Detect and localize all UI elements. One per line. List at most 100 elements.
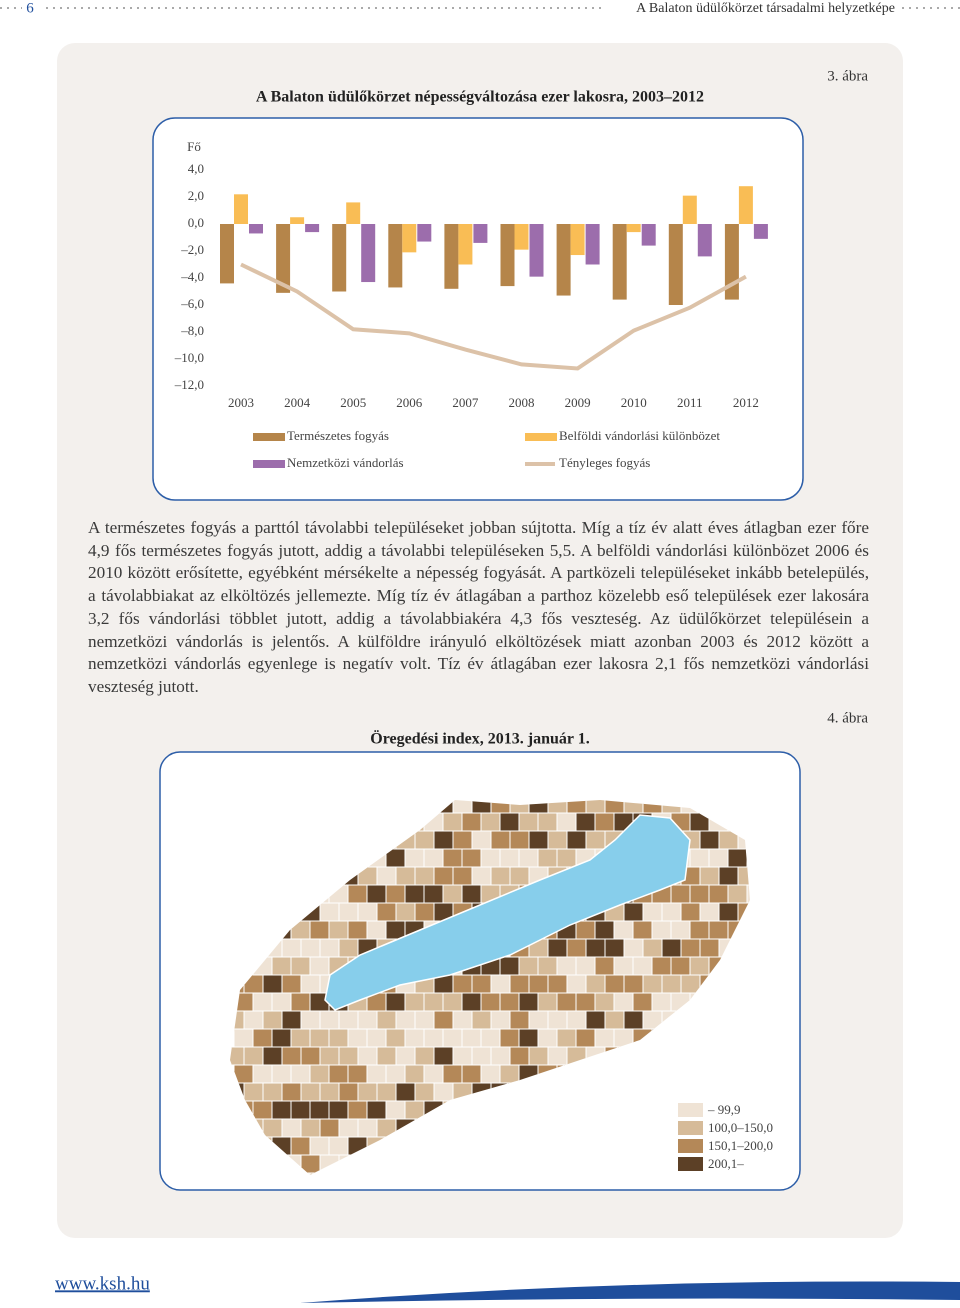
map-area [613,920,634,940]
bar [697,224,712,257]
map-area [404,884,425,904]
bar [626,224,641,233]
chart: 4,0 2,0 0,0 –2,0 –4,0 –6,0 –8,0 –10,0 –12,0 2003 2… [174,161,768,470]
map-area [452,866,473,886]
bar [220,224,234,284]
map-area [461,848,482,868]
map-area [556,992,577,1012]
map-area [404,992,425,1012]
map-area [262,1046,283,1066]
map-area [699,830,720,850]
map-area [281,974,302,994]
map-area [328,920,349,940]
chart-frame [152,117,804,501]
map-area [395,866,416,886]
bar [668,224,683,305]
y-tick-label: –4,0 [180,269,204,284]
map-area [642,902,663,922]
map-area [613,956,634,976]
map-area [689,884,710,904]
map-area [347,1028,368,1048]
footer-band [300,1281,960,1303]
map-area [461,884,482,904]
map-area [604,974,625,994]
map-area [566,974,587,994]
map-area [575,992,596,1012]
map-legend: – 99,9 100,0–150,0 150,1–200,0 200,1– [678,1102,773,1171]
x-tick-label: 2008 [509,395,535,410]
map-area [433,830,454,850]
map-area [518,992,539,1012]
map-area [566,830,587,850]
map-area [490,830,511,850]
y-tick-label: 4,0 [188,161,204,176]
map-area [594,920,615,940]
map-area [281,1010,302,1030]
map-area [490,1010,511,1030]
x-tick-label: 2007 [452,395,479,410]
map-area [319,1118,340,1138]
map-area [661,902,682,922]
map-area [414,866,435,886]
map-area [509,866,530,886]
map-area [404,1028,425,1048]
map-area [585,974,606,994]
map-area [309,1028,330,1048]
map-area [309,956,330,976]
map-area [423,848,444,868]
bar [305,224,320,233]
legend-label: 150,1–200,0 [708,1138,773,1153]
map-area [499,1028,520,1048]
map-area [594,992,615,1012]
map-area [689,956,710,976]
map-area [642,938,663,958]
bar [249,224,263,234]
map-area [708,884,729,904]
map-area [518,848,539,868]
map-area [271,1100,292,1120]
map-area [452,830,473,850]
map-area [281,1082,302,1102]
bar [529,224,544,277]
map-area [385,1064,406,1084]
map-area [309,920,330,940]
y-tick-label: –10,0 [174,350,204,365]
map-area [623,938,644,958]
x-tick-label: 2003 [228,395,254,410]
map-area [328,1028,349,1048]
map-area [433,1082,454,1102]
map-area [575,812,596,832]
map-area [661,974,682,994]
map-area [414,1010,435,1030]
map-area [414,902,435,922]
footer-url[interactable]: www.ksh.hu [55,1273,150,1294]
map-area [708,848,729,868]
map-area [528,830,549,850]
x-tick-label: 2006 [396,395,423,410]
map-area [547,974,568,994]
map-area [423,1064,444,1084]
map-area [490,974,511,994]
map-area [575,920,596,940]
map-area [300,1010,321,1030]
map-area [338,1118,359,1138]
map-area [480,1028,501,1048]
map-area [347,884,368,904]
legend-label: Belföldi vándorlási különbözet [559,428,720,443]
map-area [366,1028,387,1048]
bar [514,224,529,250]
map-area [290,992,311,1012]
legend-label: Nemzetközi vándorlás [287,455,404,470]
legend-label: Tényleges fogyás [559,455,650,470]
map-area [547,830,568,850]
y-tick-label: –8,0 [180,323,204,338]
map-area [376,1010,397,1030]
map-area [328,1136,349,1156]
map-area [290,956,311,976]
bar [388,224,403,288]
map-area [414,1046,435,1066]
map-area [290,1136,311,1156]
map-area [338,1046,359,1066]
map-area [385,1028,406,1048]
map-area [385,1100,406,1120]
